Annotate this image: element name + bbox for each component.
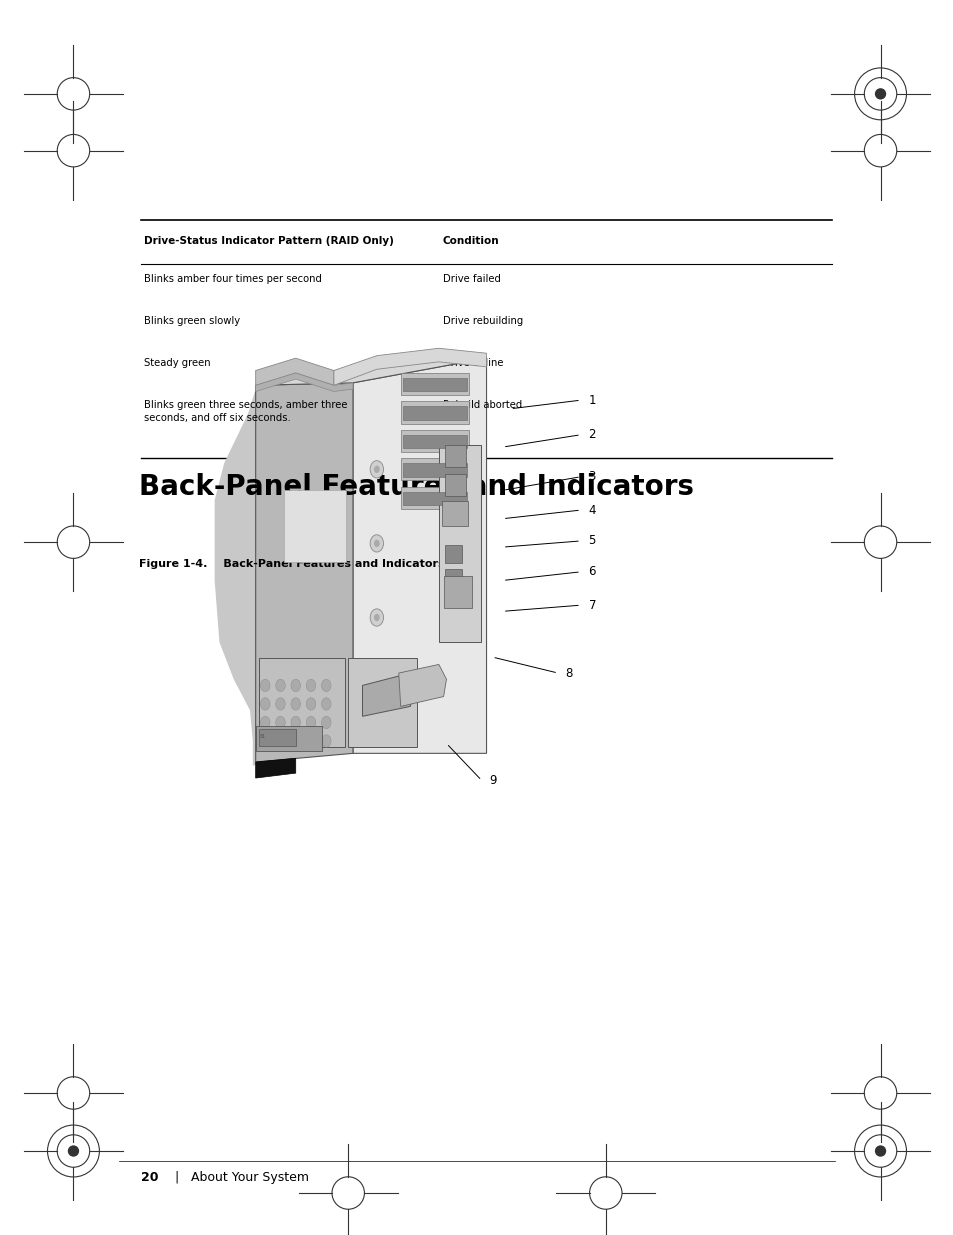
Bar <box>400 487 469 509</box>
Bar <box>443 576 472 608</box>
Bar <box>402 378 467 391</box>
Polygon shape <box>353 358 486 753</box>
Bar <box>441 501 468 526</box>
Circle shape <box>260 735 270 747</box>
Polygon shape <box>362 673 415 716</box>
Bar <box>444 569 461 588</box>
Circle shape <box>291 716 300 729</box>
Text: Back-Panel Features and Indicators: Back-Panel Features and Indicators <box>139 473 694 501</box>
Text: Drive rebuilding: Drive rebuilding <box>442 316 522 326</box>
Polygon shape <box>255 358 334 385</box>
Bar <box>402 492 467 505</box>
Text: Drive failed: Drive failed <box>442 274 500 284</box>
Circle shape <box>306 716 315 729</box>
Text: Blinks green slowly: Blinks green slowly <box>144 316 240 326</box>
Bar <box>259 729 295 746</box>
Text: Back-Panel Features and Indicators: Back-Panel Features and Indicators <box>204 559 444 569</box>
Ellipse shape <box>874 88 885 100</box>
Text: Blinks green three seconds, amber three
seconds, and off six seconds.: Blinks green three seconds, amber three … <box>144 400 347 424</box>
Circle shape <box>291 698 300 710</box>
Polygon shape <box>255 373 353 391</box>
Circle shape <box>306 698 315 710</box>
Text: Steady green: Steady green <box>144 358 211 368</box>
Bar <box>400 458 469 480</box>
Bar <box>348 658 416 747</box>
Text: About Your System: About Your System <box>191 1171 309 1184</box>
Text: Rebuild aborted: Rebuild aborted <box>442 400 521 410</box>
Bar <box>402 406 467 420</box>
Circle shape <box>275 735 285 747</box>
Text: 9: 9 <box>489 774 497 787</box>
Polygon shape <box>398 664 446 706</box>
Circle shape <box>370 609 383 626</box>
Circle shape <box>370 535 383 552</box>
Circle shape <box>260 698 270 710</box>
Text: 20: 20 <box>141 1171 158 1184</box>
Text: 8: 8 <box>565 667 573 679</box>
Circle shape <box>260 679 270 692</box>
Circle shape <box>321 716 331 729</box>
Bar <box>444 445 465 467</box>
Text: 7: 7 <box>588 599 596 611</box>
Circle shape <box>374 540 379 547</box>
Circle shape <box>260 716 270 729</box>
Circle shape <box>321 698 331 710</box>
Circle shape <box>306 679 315 692</box>
Text: Drive online: Drive online <box>442 358 502 368</box>
Text: 4: 4 <box>588 504 596 516</box>
Text: Drive-Status Indicator Pattern (RAID Only): Drive-Status Indicator Pattern (RAID Onl… <box>144 236 394 246</box>
Circle shape <box>370 461 383 478</box>
Polygon shape <box>214 370 353 766</box>
Circle shape <box>275 716 285 729</box>
Polygon shape <box>334 348 486 385</box>
Bar <box>438 445 480 642</box>
Text: Figure 1-4.: Figure 1-4. <box>139 559 208 569</box>
Bar <box>400 373 469 395</box>
Circle shape <box>374 614 379 621</box>
Text: Condition: Condition <box>442 236 498 246</box>
Circle shape <box>291 679 300 692</box>
Text: 5: 5 <box>588 535 596 547</box>
Text: 3: 3 <box>588 471 596 483</box>
Bar <box>402 463 467 477</box>
Bar <box>255 726 322 751</box>
Bar <box>444 545 461 563</box>
Ellipse shape <box>68 1145 79 1157</box>
Circle shape <box>321 735 331 747</box>
Text: |: | <box>174 1171 178 1184</box>
Text: Blinks amber four times per second: Blinks amber four times per second <box>144 274 321 284</box>
Polygon shape <box>255 758 295 778</box>
Circle shape <box>275 698 285 710</box>
Circle shape <box>306 735 315 747</box>
Text: 6: 6 <box>588 566 596 578</box>
Text: 81: 81 <box>259 734 266 739</box>
Bar <box>444 474 465 496</box>
Polygon shape <box>255 358 486 385</box>
Bar <box>259 658 345 747</box>
Circle shape <box>321 679 331 692</box>
Ellipse shape <box>874 1145 885 1157</box>
Text: 1: 1 <box>588 394 596 406</box>
Bar <box>400 401 469 424</box>
Polygon shape <box>255 383 353 762</box>
Circle shape <box>275 679 285 692</box>
Text: 2: 2 <box>588 429 596 441</box>
Circle shape <box>374 466 379 473</box>
Bar <box>284 490 346 562</box>
Circle shape <box>291 735 300 747</box>
Bar <box>400 430 469 452</box>
Bar <box>402 435 467 448</box>
